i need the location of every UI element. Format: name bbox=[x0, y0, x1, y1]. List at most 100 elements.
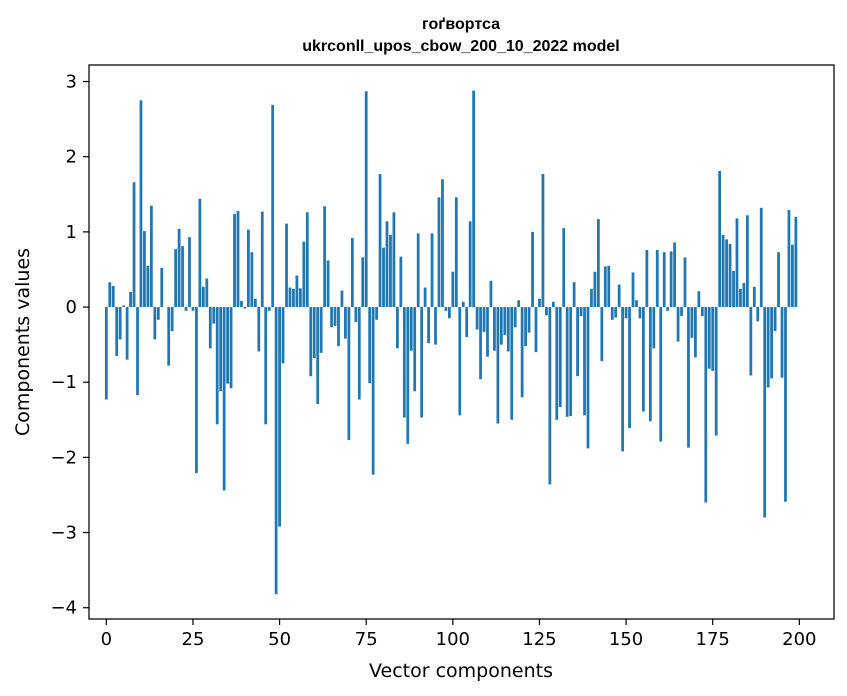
bar bbox=[160, 267, 164, 308]
bar bbox=[174, 249, 178, 308]
bar bbox=[219, 307, 223, 392]
bar bbox=[437, 197, 441, 308]
bar bbox=[354, 307, 358, 323]
bar bbox=[305, 212, 309, 308]
bar bbox=[108, 282, 112, 308]
bar bbox=[593, 271, 597, 308]
bar bbox=[475, 307, 479, 330]
bar bbox=[402, 307, 406, 418]
bar bbox=[617, 284, 621, 308]
bar bbox=[357, 307, 361, 400]
bar bbox=[780, 307, 784, 378]
bar bbox=[201, 286, 205, 308]
bar bbox=[236, 210, 240, 308]
bar bbox=[406, 307, 410, 444]
bar bbox=[621, 307, 625, 452]
bar bbox=[344, 307, 347, 339]
bar bbox=[541, 174, 545, 308]
bar bbox=[295, 275, 299, 308]
bar-series bbox=[104, 90, 798, 595]
bar bbox=[766, 307, 770, 388]
bar bbox=[659, 307, 663, 442]
bar bbox=[756, 307, 760, 322]
bar bbox=[555, 307, 559, 420]
y-tick-label: 0 bbox=[66, 297, 77, 318]
bar bbox=[312, 307, 316, 359]
bar bbox=[465, 307, 469, 338]
bar bbox=[600, 307, 604, 362]
bar bbox=[292, 289, 295, 308]
bar bbox=[690, 307, 694, 338]
bar bbox=[586, 307, 590, 449]
bar bbox=[499, 307, 503, 345]
bar bbox=[378, 174, 382, 308]
chart-subtitle: ukrconll_upos_cbow_200_10_2022 model bbox=[302, 38, 619, 55]
bar bbox=[697, 291, 701, 308]
bar bbox=[745, 215, 749, 308]
bar bbox=[253, 298, 257, 308]
bar bbox=[631, 272, 635, 308]
bar bbox=[188, 237, 191, 308]
bar bbox=[461, 301, 465, 308]
y-tick-label: −3 bbox=[50, 523, 77, 544]
bar bbox=[551, 301, 555, 308]
bar bbox=[506, 307, 510, 352]
bar bbox=[226, 307, 229, 384]
bar bbox=[396, 307, 399, 349]
x-tick-label: 25 bbox=[182, 629, 205, 650]
bar bbox=[215, 307, 219, 425]
bar bbox=[645, 249, 649, 308]
bar bbox=[409, 307, 413, 351]
bar bbox=[191, 307, 195, 311]
bar bbox=[447, 307, 451, 319]
bar bbox=[676, 307, 680, 342]
bar bbox=[319, 307, 323, 353]
bar bbox=[229, 307, 233, 389]
bar bbox=[423, 287, 427, 308]
bar bbox=[170, 307, 174, 332]
bar bbox=[205, 278, 209, 308]
bar bbox=[773, 307, 777, 332]
bar bbox=[430, 233, 434, 308]
bar bbox=[763, 307, 767, 518]
y-axis-ticks: −4 −3 −2 −1 0 1 2 3 bbox=[50, 72, 89, 619]
bar bbox=[156, 307, 160, 320]
bar bbox=[517, 300, 521, 308]
bar bbox=[146, 265, 150, 308]
bar bbox=[326, 260, 330, 308]
bar bbox=[794, 216, 798, 308]
bar bbox=[510, 307, 514, 420]
bar bbox=[714, 307, 718, 436]
x-axis-label: Vector components bbox=[369, 660, 553, 682]
bar bbox=[441, 179, 444, 308]
y-tick-label: −2 bbox=[50, 447, 77, 468]
bar bbox=[389, 234, 392, 308]
bar bbox=[399, 256, 403, 308]
bar bbox=[496, 307, 500, 424]
bar bbox=[590, 289, 593, 308]
bar bbox=[624, 307, 628, 319]
bar bbox=[669, 251, 673, 308]
bar bbox=[208, 307, 212, 349]
bar bbox=[347, 307, 351, 441]
bar bbox=[721, 234, 725, 308]
bar bbox=[728, 243, 732, 308]
x-tick-label: 200 bbox=[782, 629, 816, 650]
bar bbox=[718, 170, 722, 308]
bar bbox=[520, 307, 524, 398]
bar bbox=[648, 307, 652, 422]
bar bbox=[302, 241, 306, 308]
bar bbox=[420, 307, 424, 418]
bar bbox=[531, 231, 534, 308]
x-tick-label: 50 bbox=[268, 629, 291, 650]
bar bbox=[257, 307, 261, 352]
bar bbox=[700, 307, 704, 317]
bar bbox=[240, 301, 243, 308]
bar bbox=[267, 307, 271, 311]
bar bbox=[375, 307, 378, 320]
bar bbox=[732, 270, 735, 308]
bar bbox=[787, 210, 791, 308]
bar bbox=[298, 288, 302, 308]
y-tick-label: 2 bbox=[66, 147, 77, 168]
